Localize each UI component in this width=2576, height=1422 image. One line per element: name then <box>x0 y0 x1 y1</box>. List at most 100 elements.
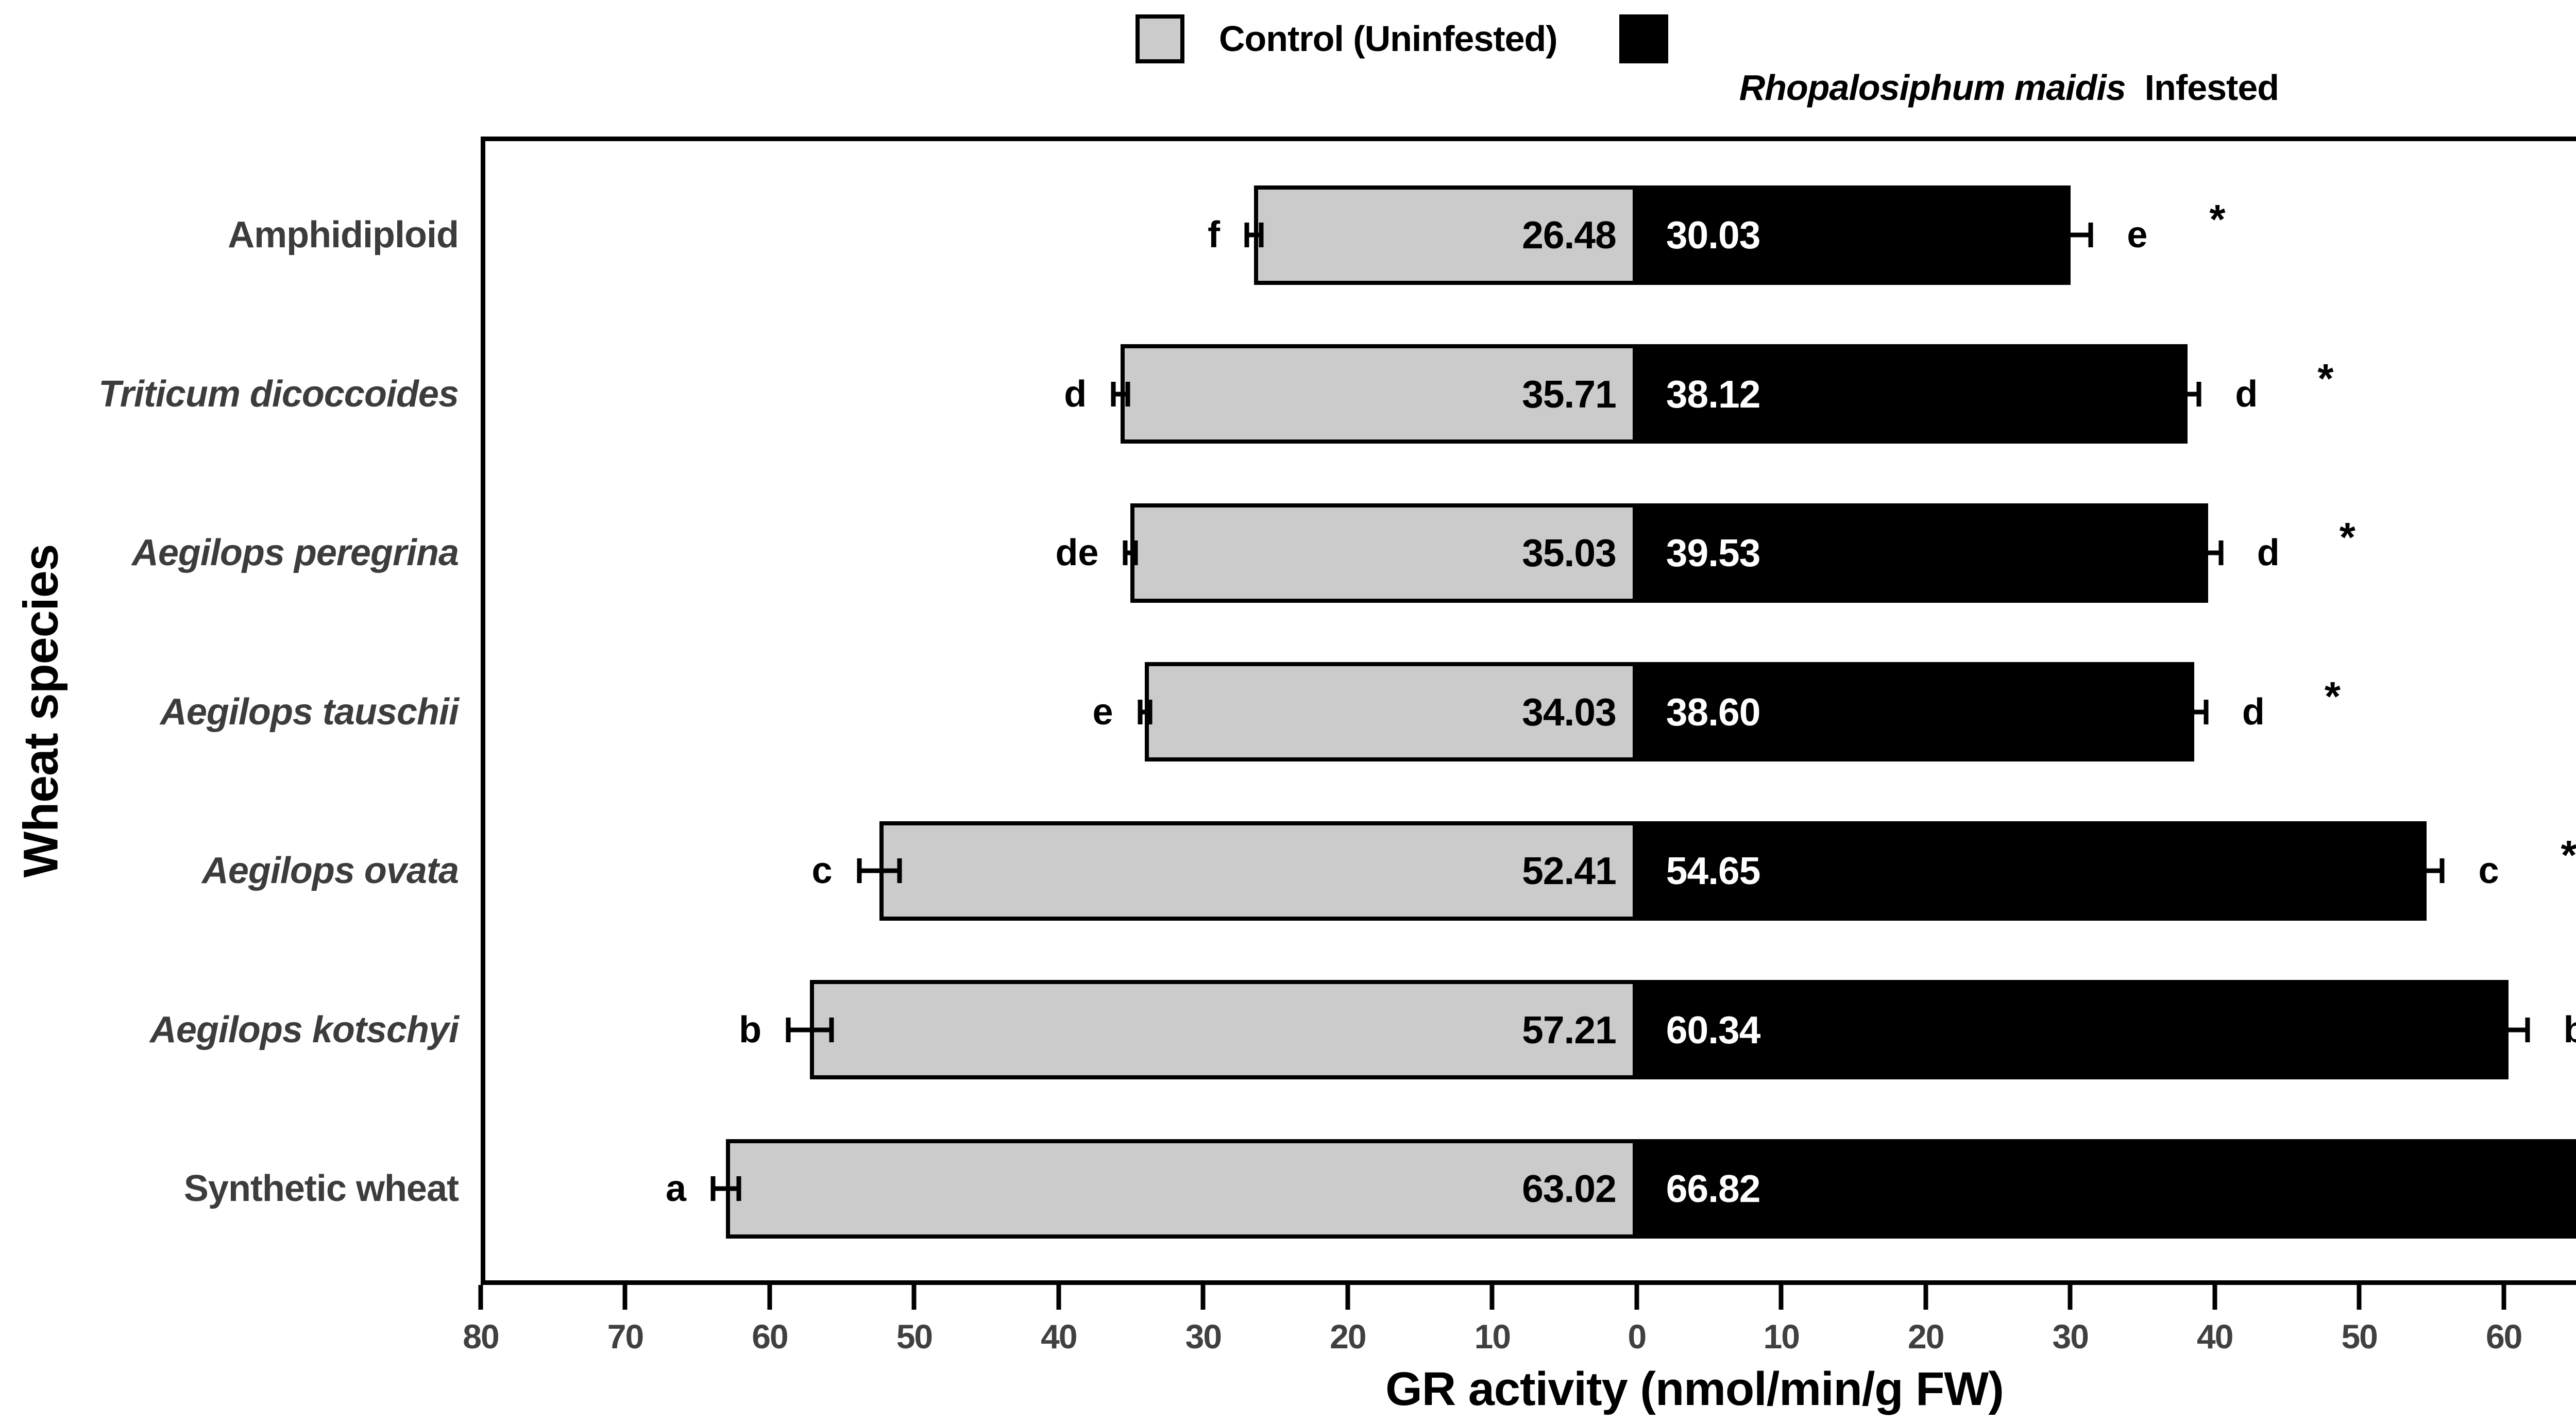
x-tick-label: 30 <box>2052 1317 2089 1356</box>
x-tick <box>1200 1285 1206 1310</box>
sig-letter-left: de <box>1055 532 1099 573</box>
error-bar-control <box>859 868 900 873</box>
error-bar-control <box>1113 392 1128 396</box>
error-bar-control <box>1125 550 1136 555</box>
error-bar-control-cap <box>1244 223 1249 247</box>
value-label-control: 35.71 <box>1522 372 1617 416</box>
x-tick-label: 80 <box>463 1317 499 1356</box>
error-bar-infested-cap <box>2487 1017 2493 1042</box>
x-tick <box>1345 1285 1350 1310</box>
error-bar-control-cap <box>1123 540 1128 565</box>
x-tick <box>1634 1285 1639 1310</box>
error-bar-control-cap <box>1111 381 1116 407</box>
x-tick <box>911 1285 917 1310</box>
error-bar-control-cap <box>829 1017 834 1042</box>
sig-letter-left: b <box>739 1009 762 1051</box>
value-label-infested: 60.34 <box>1666 1008 1761 1052</box>
x-tick-label: 40 <box>2196 1317 2233 1356</box>
x-tick <box>2501 1285 2506 1310</box>
x-tick <box>1778 1285 1784 1310</box>
value-label-control: 35.03 <box>1522 531 1617 574</box>
bar-infested <box>1636 185 2071 285</box>
x-tick-label: 70 <box>607 1317 644 1356</box>
category-label: Aegilops ovata <box>201 850 459 891</box>
error-bar-control-cap <box>857 858 862 883</box>
error-bar-infested-cap <box>2525 1017 2530 1042</box>
x-tick <box>2357 1285 2362 1310</box>
value-label-control: 34.03 <box>1522 690 1617 734</box>
category-label: Aegilops peregrina <box>131 532 459 573</box>
error-bar-control-cap <box>1259 223 1264 247</box>
x-tick-label: 20 <box>1330 1317 1366 1356</box>
value-label-control: 52.41 <box>1522 849 1617 892</box>
bar-infested <box>1636 821 2427 921</box>
bar-infested <box>1636 1139 2576 1239</box>
value-label-control: 57.21 <box>1522 1008 1617 1052</box>
significance-asterisk: * <box>2339 514 2355 560</box>
sig-letter-right: d <box>2235 373 2258 415</box>
error-bar-control <box>788 1027 832 1032</box>
bar-control <box>810 980 1637 1079</box>
sig-letter-left: e <box>1092 691 1113 733</box>
x-tick-label: 30 <box>1185 1317 1222 1356</box>
error-bar-control <box>1247 232 1262 238</box>
error-bar-infested-cap <box>2088 223 2093 247</box>
x-tick <box>767 1285 772 1310</box>
error-bar-infested-cap <box>2204 699 2209 724</box>
error-bar-control-cap <box>786 1017 791 1042</box>
error-bar-control-cap <box>736 1176 741 1201</box>
sig-letter-left: f <box>1208 214 1221 256</box>
sig-letter-right: e <box>2127 214 2148 256</box>
legend-swatch-infested <box>1619 14 1668 63</box>
error-bar-control-cap <box>897 858 902 883</box>
x-tick-label: 60 <box>752 1317 788 1356</box>
significance-asterisk: * <box>2324 673 2341 719</box>
sig-letter-right: d <box>2242 691 2265 733</box>
error-bar-control <box>1140 709 1150 714</box>
sig-letter-right: d <box>2257 532 2280 573</box>
x-tick-label: 50 <box>896 1317 933 1356</box>
error-bar-control <box>713 1186 739 1191</box>
error-bar-infested-cap <box>2180 699 2185 724</box>
error-bar-infested <box>2050 232 2091 238</box>
x-tick <box>2212 1285 2217 1310</box>
category-label: Triticum dicoccoides <box>98 373 459 415</box>
bar-control <box>1130 503 1637 603</box>
x-tick <box>622 1285 628 1310</box>
significance-asterisk: * <box>2209 196 2226 242</box>
x-axis-title: GR activity (nmol/min/g FW) <box>1385 1363 2004 1415</box>
value-label-infested: 30.03 <box>1666 213 1761 257</box>
bar-infested <box>1636 344 2188 444</box>
error-bar-infested-cap <box>2218 540 2224 565</box>
sig-letter-right: c <box>2478 850 2499 891</box>
x-tick-label: 40 <box>1041 1317 1077 1356</box>
legend-label-control: Control (Uninfested) <box>1219 19 1558 59</box>
category-label: Amphidiploid <box>228 214 459 256</box>
error-bar-infested <box>2410 868 2443 873</box>
value-label-control: 26.48 <box>1522 213 1617 257</box>
value-label-control: 63.02 <box>1522 1167 1617 1210</box>
category-label: Aegilops kotschyi <box>149 1009 459 1051</box>
x-tick <box>478 1285 483 1310</box>
error-bar-control-cap <box>1147 699 1153 724</box>
error-bar-infested-cap <box>2196 381 2201 407</box>
x-tick <box>1056 1285 1061 1310</box>
x-tick-label: 0 <box>1628 1317 1647 1356</box>
sig-letter-left: a <box>665 1168 686 1209</box>
sig-letter-right: b <box>2563 1009 2576 1051</box>
error-bar-infested-cap <box>2174 381 2179 407</box>
error-bar-control-cap <box>1125 381 1130 407</box>
x-tick-label: 10 <box>1474 1317 1511 1356</box>
bar-control <box>1254 185 1637 285</box>
x-tick <box>2067 1285 2073 1310</box>
x-tick <box>1923 1285 1928 1310</box>
bar-infested <box>1636 980 2509 1079</box>
significance-asterisk: * <box>2317 355 2334 401</box>
value-label-infested: 38.60 <box>1666 690 1761 734</box>
value-label-infested: 38.12 <box>1666 372 1761 416</box>
x-tick-label: 60 <box>2485 1317 2522 1356</box>
value-label-infested: 39.53 <box>1666 531 1761 574</box>
x-tick-label: 10 <box>1763 1317 1800 1356</box>
error-bar-infested <box>2489 1027 2528 1032</box>
